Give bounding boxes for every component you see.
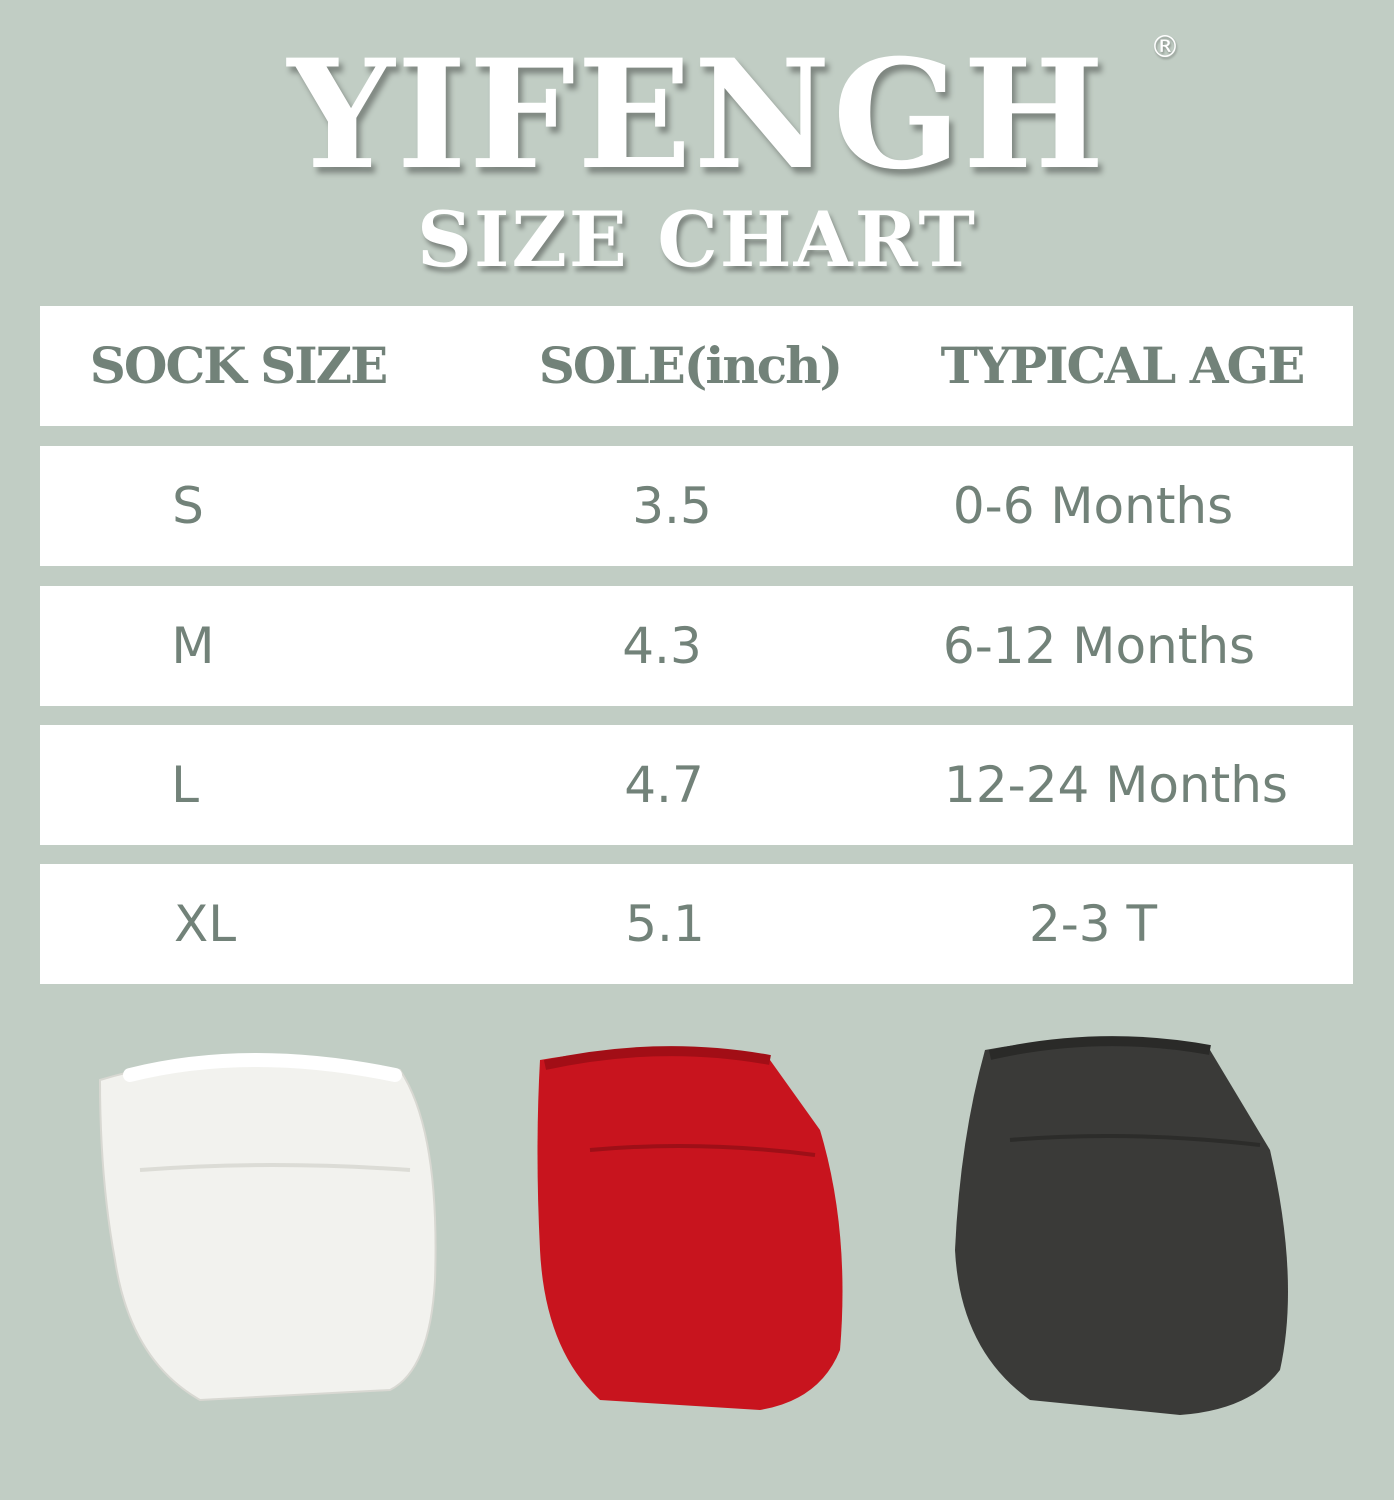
sole-cell: 3.5 [632,477,712,535]
table-row: L 4.7 12-24 Months [40,725,1353,845]
header-sole: SOLE(inch) [538,336,843,395]
sole-cell: 4.3 [622,617,702,675]
black-sock-image [955,1036,1288,1415]
header-typical-age: TYPICAL AGE [940,336,1306,395]
table-row: M 4.3 6-12 Months [40,586,1353,706]
header-sock-size: SOCK SIZE [89,336,388,395]
sole-cell: 5.1 [625,895,705,953]
size-cell: L [171,756,199,814]
age-cell: 2-3 T [1028,895,1158,953]
brand-logo: YIFENGH [287,27,1107,203]
sole-cell: 4.7 [624,756,704,814]
table-row: XL 5.1 2-3 T [40,864,1353,984]
table-row: S 3.5 0-6 Months [40,446,1353,566]
sock-photos [98,1036,1288,1415]
table-header: SOCK SIZE SOLE(inch) TYPICAL AGE [40,306,1353,426]
red-sock-image [537,1046,843,1410]
white-sock-image [98,1053,437,1402]
registered-mark: ® [1150,30,1180,65]
size-cell: XL [173,895,237,953]
size-cell: S [172,477,204,535]
size-chart-title: SIZE CHART [417,195,977,284]
size-cell: M [171,617,215,675]
age-cell: 12-24 Months [944,756,1288,814]
age-cell: 6-12 Months [942,617,1256,675]
age-cell: 0-6 Months [952,477,1234,535]
